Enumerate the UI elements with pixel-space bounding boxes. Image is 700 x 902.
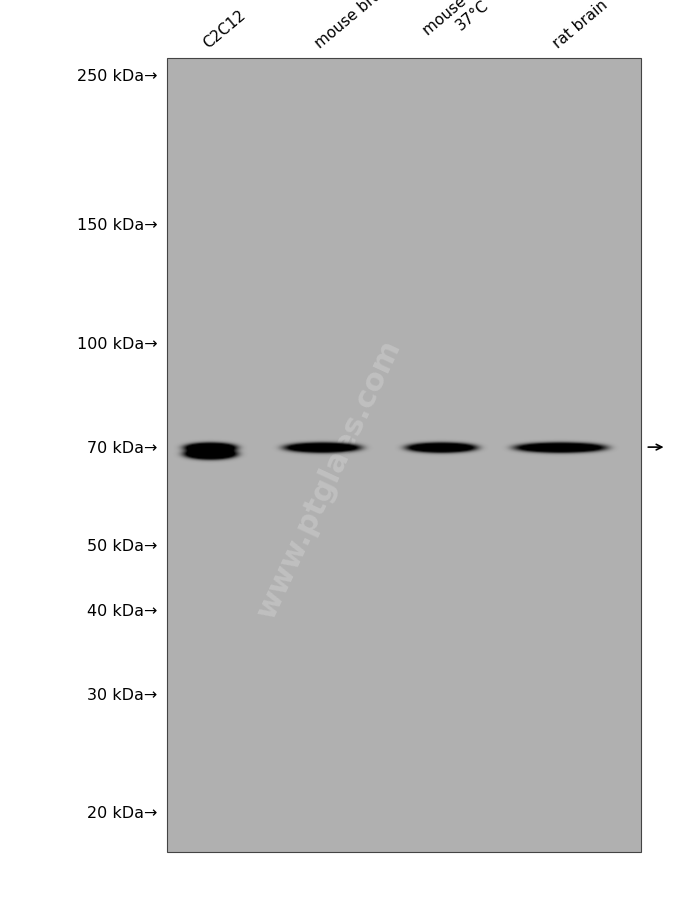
Text: 20 kDa→: 20 kDa→ xyxy=(87,805,158,820)
Text: 250 kDa→: 250 kDa→ xyxy=(77,69,158,84)
Text: 30 kDa→: 30 kDa→ xyxy=(88,687,158,702)
Text: mouse brain
37°C: mouse brain 37°C xyxy=(420,0,514,51)
Text: C2C12: C2C12 xyxy=(200,8,248,51)
Text: mouse brain: mouse brain xyxy=(312,0,395,51)
Text: www.ptglaes.com: www.ptglaes.com xyxy=(251,335,407,621)
Text: 70 kDa→: 70 kDa→ xyxy=(87,440,158,456)
Text: 100 kDa→: 100 kDa→ xyxy=(77,336,158,351)
Text: 50 kDa→: 50 kDa→ xyxy=(87,538,158,553)
Text: rat brain: rat brain xyxy=(550,0,610,51)
Bar xyxy=(167,59,640,852)
Text: 40 kDa→: 40 kDa→ xyxy=(87,603,158,618)
Text: 150 kDa→: 150 kDa→ xyxy=(77,218,158,233)
